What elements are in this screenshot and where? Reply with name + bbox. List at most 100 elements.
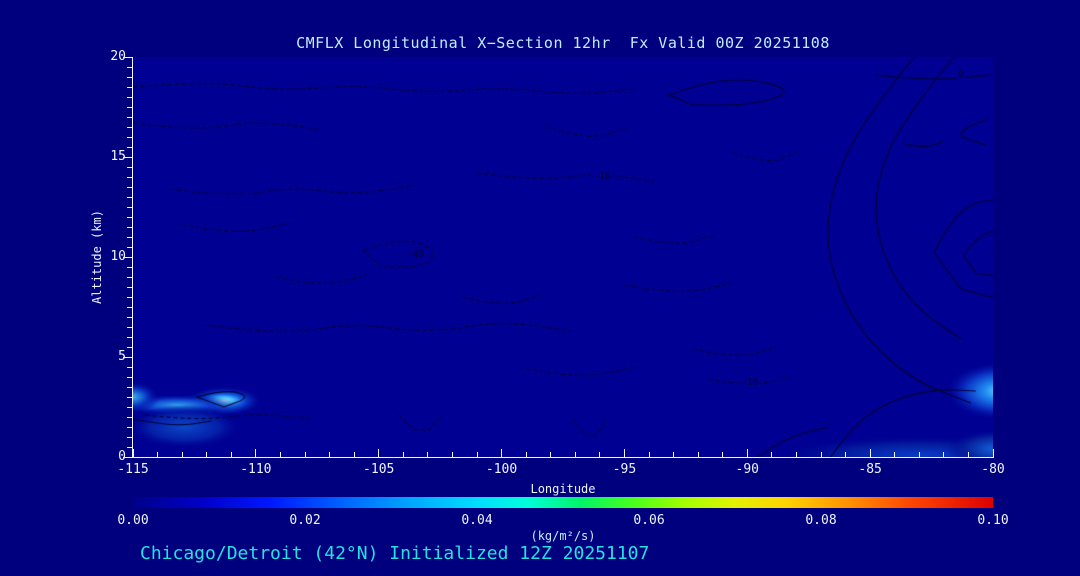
y-tick-mark: [127, 416, 132, 418]
x-tick-mark: [894, 452, 896, 457]
y-tick-mark: [127, 386, 132, 388]
y-tick-mark: [127, 406, 132, 408]
x-tick-mark: [353, 452, 355, 457]
y-tick-label: 5: [118, 349, 126, 364]
y-tick-mark: [127, 66, 132, 68]
y-tick-mark: [127, 396, 132, 398]
x-tick-mark: [181, 452, 183, 457]
footer-caption: Chicago/Detroit (42°N) Initialized 12Z 2…: [140, 543, 650, 564]
y-tick-mark: [127, 446, 132, 448]
x-tick-mark: [599, 452, 601, 457]
x-tick-mark: [673, 452, 675, 457]
y-tick-mark: [127, 306, 132, 308]
y-tick-mark: [127, 176, 132, 178]
y-tick-mark: [127, 206, 132, 208]
y-tick-mark: [127, 296, 132, 298]
y-tick-mark: [127, 286, 132, 288]
y-tick-mark: [127, 226, 132, 228]
y-tick-label: 0: [118, 449, 126, 464]
x-tick-label: -100: [485, 462, 518, 477]
x-tick-mark: [427, 452, 429, 457]
x-tick-mark: [771, 452, 773, 457]
x-tick-mark: [255, 449, 257, 457]
y-tick-mark: [127, 136, 132, 138]
y-tick-label: 10: [110, 249, 126, 264]
y-tick-label: 15: [110, 149, 126, 164]
y-tick-mark: [127, 216, 132, 218]
x-tick-label: -110: [240, 462, 272, 477]
x-tick-mark: [869, 449, 871, 457]
x-tick-mark: [820, 452, 822, 457]
y-tick-mark: [127, 166, 132, 168]
y-tick-mark: [127, 96, 132, 98]
y-tick-mark: [127, 366, 132, 368]
x-tick-mark: [451, 452, 453, 457]
x-tick-mark: [623, 449, 625, 457]
x-tick-mark: [967, 452, 969, 457]
colorbar-tick-label: 0.02: [289, 513, 321, 528]
x-tick-mark: [329, 452, 331, 457]
x-tick-mark: [501, 449, 503, 457]
y-tick-mark: [127, 426, 132, 428]
y-tick-mark: [127, 336, 132, 338]
y-tick-mark: [127, 116, 132, 118]
y-tick-mark: [127, 376, 132, 378]
y-tick-mark: [127, 106, 132, 108]
x-tick-label: -95: [612, 462, 637, 477]
y-tick-mark: [123, 356, 132, 358]
y-tick-mark: [127, 326, 132, 328]
x-tick-label: -85: [858, 462, 882, 477]
x-tick-mark: [574, 452, 576, 457]
x-tick-mark: [206, 452, 208, 457]
colorbar-tick-label: 0.10: [977, 513, 1009, 528]
x-tick-mark: [157, 452, 159, 457]
x-tick-mark: [795, 452, 797, 457]
x-tick-mark: [378, 449, 380, 457]
x-tick-mark: [697, 452, 699, 457]
x-axis-label: Longitude: [530, 482, 596, 496]
x-tick-mark: [279, 452, 281, 457]
y-tick-mark: [127, 236, 132, 238]
plot-area: [123, 56, 994, 458]
x-tick-label: -80: [981, 462, 1005, 477]
y-tick-mark: [127, 86, 132, 88]
y-tick-mark: [127, 276, 132, 278]
colorbar-tick-label: 0.00: [117, 513, 149, 528]
x-tick-label: -90: [735, 462, 760, 477]
y-tick-mark: [127, 186, 132, 188]
x-tick-mark: [304, 452, 306, 457]
x-tick-mark: [918, 452, 920, 457]
y-tick-mark: [123, 56, 132, 58]
x-tick-mark: [648, 452, 650, 457]
colorbar-tick-label: 0.04: [461, 513, 493, 528]
y-tick-mark: [127, 266, 132, 268]
y-tick-mark: [127, 246, 132, 248]
y-tick-mark: [127, 126, 132, 128]
chart-title: CMFLX Longitudinal X−Section 12hr Fx Val…: [296, 34, 830, 52]
colorbar-tick-label: 0.08: [805, 513, 837, 528]
y-axis-line: [132, 57, 133, 458]
x-tick-mark: [525, 452, 527, 457]
x-tick-mark: [746, 449, 748, 457]
colorbar: [133, 497, 993, 508]
x-tick-mark: [476, 452, 478, 457]
colorbar-units-label: (kg/m²/s): [530, 529, 596, 543]
x-tick-label: -105: [363, 462, 395, 477]
x-axis-line: [132, 457, 994, 458]
y-tick-mark: [127, 76, 132, 78]
x-tick-mark: [230, 452, 232, 457]
x-tick-label: -115: [117, 462, 149, 477]
x-tick-mark: [132, 449, 134, 457]
x-tick-mark: [550, 452, 552, 457]
y-tick-mark: [127, 436, 132, 438]
y-tick-mark: [123, 156, 132, 158]
y-tick-label: 20: [110, 49, 126, 64]
x-tick-mark: [402, 452, 404, 457]
x-tick-mark: [992, 449, 994, 457]
x-tick-mark: [722, 452, 724, 457]
colorbar-tick-label: 0.06: [633, 513, 665, 528]
y-tick-mark: [123, 456, 132, 458]
y-tick-mark: [123, 256, 132, 258]
y-tick-mark: [127, 196, 132, 198]
